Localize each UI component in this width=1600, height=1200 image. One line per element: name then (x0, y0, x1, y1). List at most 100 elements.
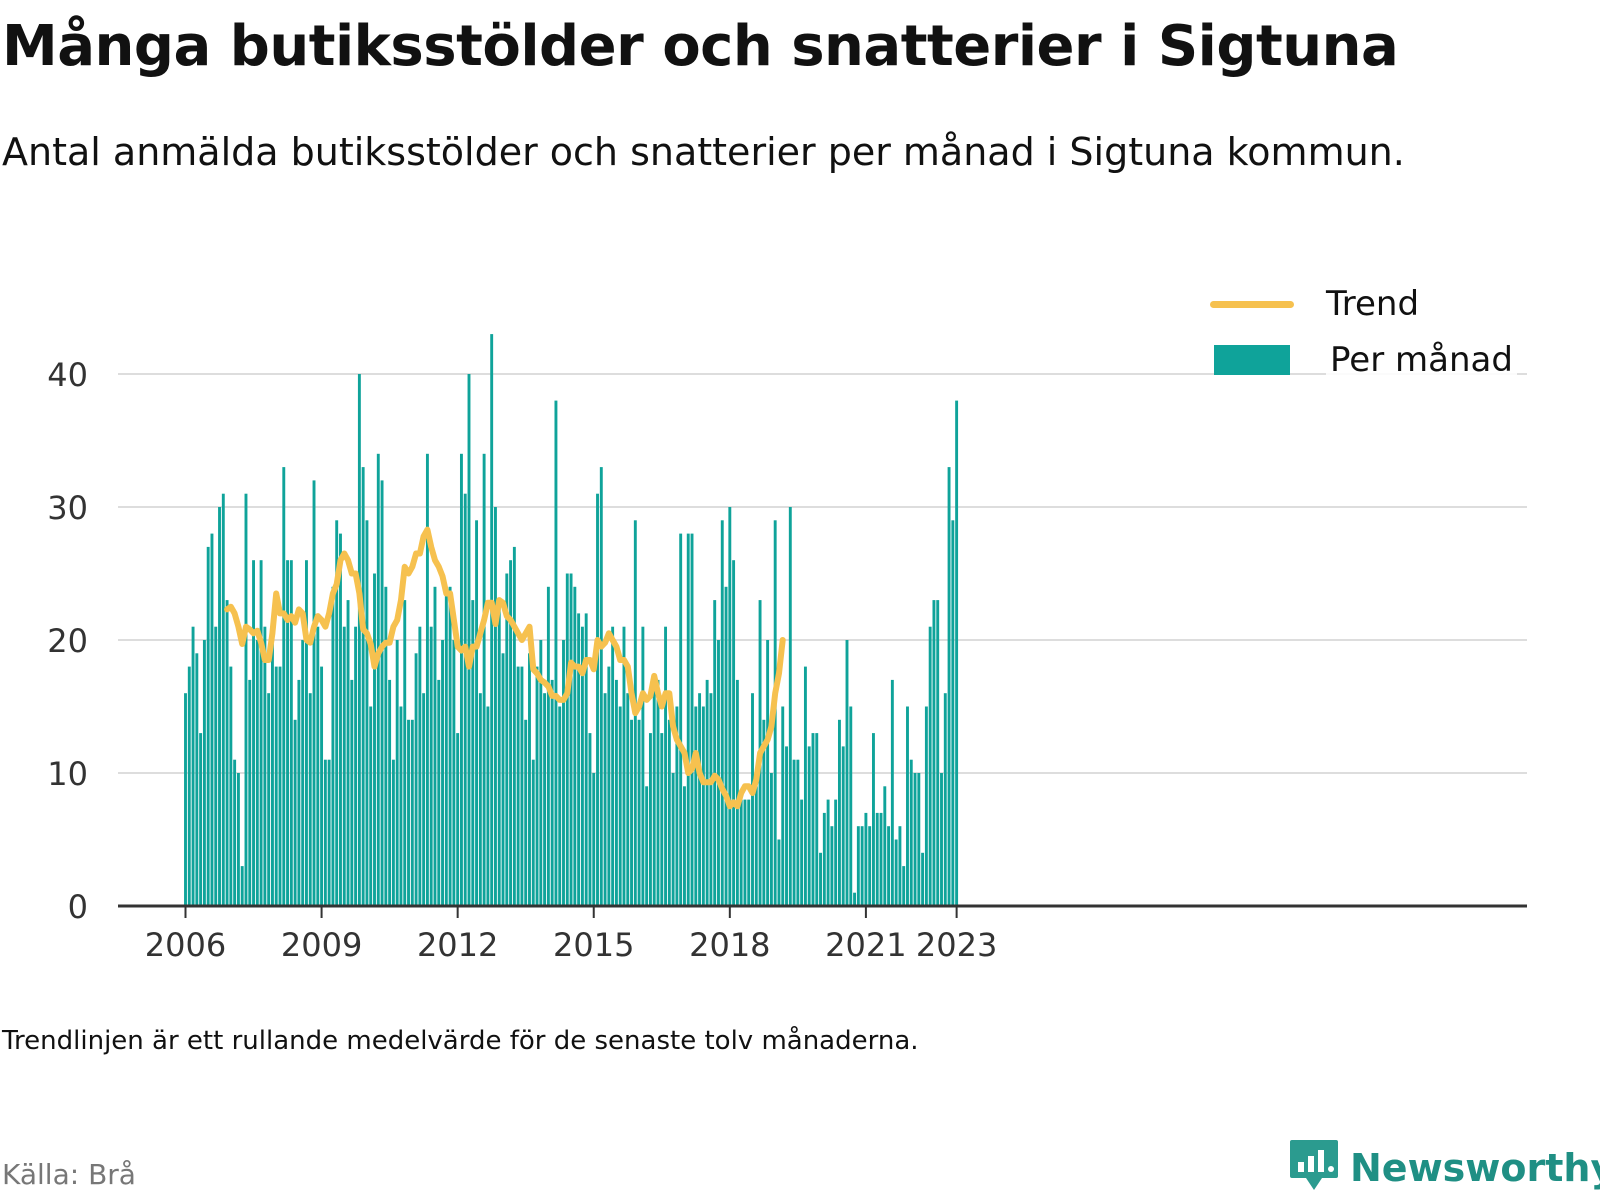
bar (395, 640, 399, 906)
bar (630, 719, 633, 906)
x-tick-label: 2023 (916, 926, 997, 964)
bar (637, 719, 641, 906)
bar (822, 812, 826, 906)
bar (516, 666, 520, 906)
bar (229, 666, 233, 906)
bar (327, 759, 331, 906)
bar (565, 573, 569, 906)
bar (943, 693, 947, 906)
y-tick-label: 0 (68, 888, 88, 926)
bar (282, 467, 286, 906)
bar (936, 600, 940, 906)
bar (577, 613, 581, 906)
bar (690, 533, 694, 906)
bar (236, 773, 240, 906)
bar (380, 480, 384, 906)
bar (233, 759, 237, 906)
bar (739, 799, 743, 906)
bar (240, 866, 244, 906)
y-tick-label: 40 (47, 356, 88, 394)
bar (323, 759, 327, 906)
bar (932, 600, 936, 906)
bar (346, 600, 350, 906)
bar (320, 666, 324, 906)
bar (709, 693, 713, 906)
legend: Trend Per månad (1210, 276, 1517, 388)
bar (187, 666, 191, 906)
x-tick-label: 2009 (281, 926, 362, 964)
bar (853, 892, 857, 906)
bar (486, 706, 490, 906)
bar (596, 493, 599, 906)
bar (887, 826, 891, 906)
bar (906, 706, 909, 906)
bar (331, 586, 335, 906)
bar (686, 533, 690, 906)
bar (339, 533, 342, 906)
bar (588, 733, 592, 906)
bar (463, 493, 467, 906)
bar (785, 746, 788, 906)
bar (580, 626, 584, 906)
bar (679, 533, 683, 906)
bar (384, 586, 388, 906)
bar (244, 493, 248, 906)
bar (546, 586, 550, 906)
footnote: Trendlinjen är ett rullande medelvärde f… (2, 1026, 919, 1056)
axes: 0 10 20 30 40 2006 2009 2012 2015 2018 2021 2023 (47, 356, 1527, 964)
bar (792, 759, 796, 906)
bar (796, 759, 800, 906)
bar (478, 693, 482, 906)
bar (509, 560, 513, 906)
brand[interactable]: Newsworthy (1288, 1138, 1600, 1198)
x-tick-label: 2006 (145, 926, 226, 964)
bar (800, 799, 804, 906)
bar (274, 666, 278, 906)
bar (766, 640, 770, 906)
bar (270, 640, 274, 906)
bar (664, 626, 668, 906)
bar (951, 520, 955, 906)
bar (452, 640, 456, 906)
x-tick-label: 2015 (553, 926, 634, 964)
bar (195, 653, 199, 906)
bar (252, 560, 255, 906)
bar (769, 773, 773, 906)
bar (648, 733, 652, 906)
bar (849, 706, 853, 906)
trend-series (224, 526, 786, 810)
bar (218, 507, 221, 906)
bar (584, 613, 588, 906)
bar (512, 546, 516, 906)
bar (562, 640, 565, 906)
bar (754, 786, 758, 906)
bar (225, 600, 229, 906)
bar (841, 746, 845, 906)
bar (667, 719, 671, 906)
bar (683, 786, 686, 906)
bar (429, 626, 433, 906)
bar (369, 706, 373, 906)
source-label: Källa: Brå (2, 1158, 136, 1191)
bar (705, 679, 709, 906)
y-tick-label: 20 (47, 622, 88, 660)
bar (471, 600, 475, 906)
bar (456, 733, 460, 906)
bar (433, 586, 437, 906)
bar (259, 560, 263, 906)
bar (803, 666, 807, 906)
bar (807, 746, 811, 906)
bar (788, 507, 792, 906)
bar (924, 706, 928, 906)
bar (501, 653, 505, 906)
bar (698, 693, 702, 906)
bar (720, 520, 724, 906)
bar (656, 679, 660, 906)
bar (573, 586, 577, 906)
bar (388, 679, 392, 906)
brand-name: Newsworthy (1350, 1146, 1600, 1190)
bar (955, 400, 959, 906)
bar (494, 507, 497, 906)
bar (437, 679, 441, 906)
